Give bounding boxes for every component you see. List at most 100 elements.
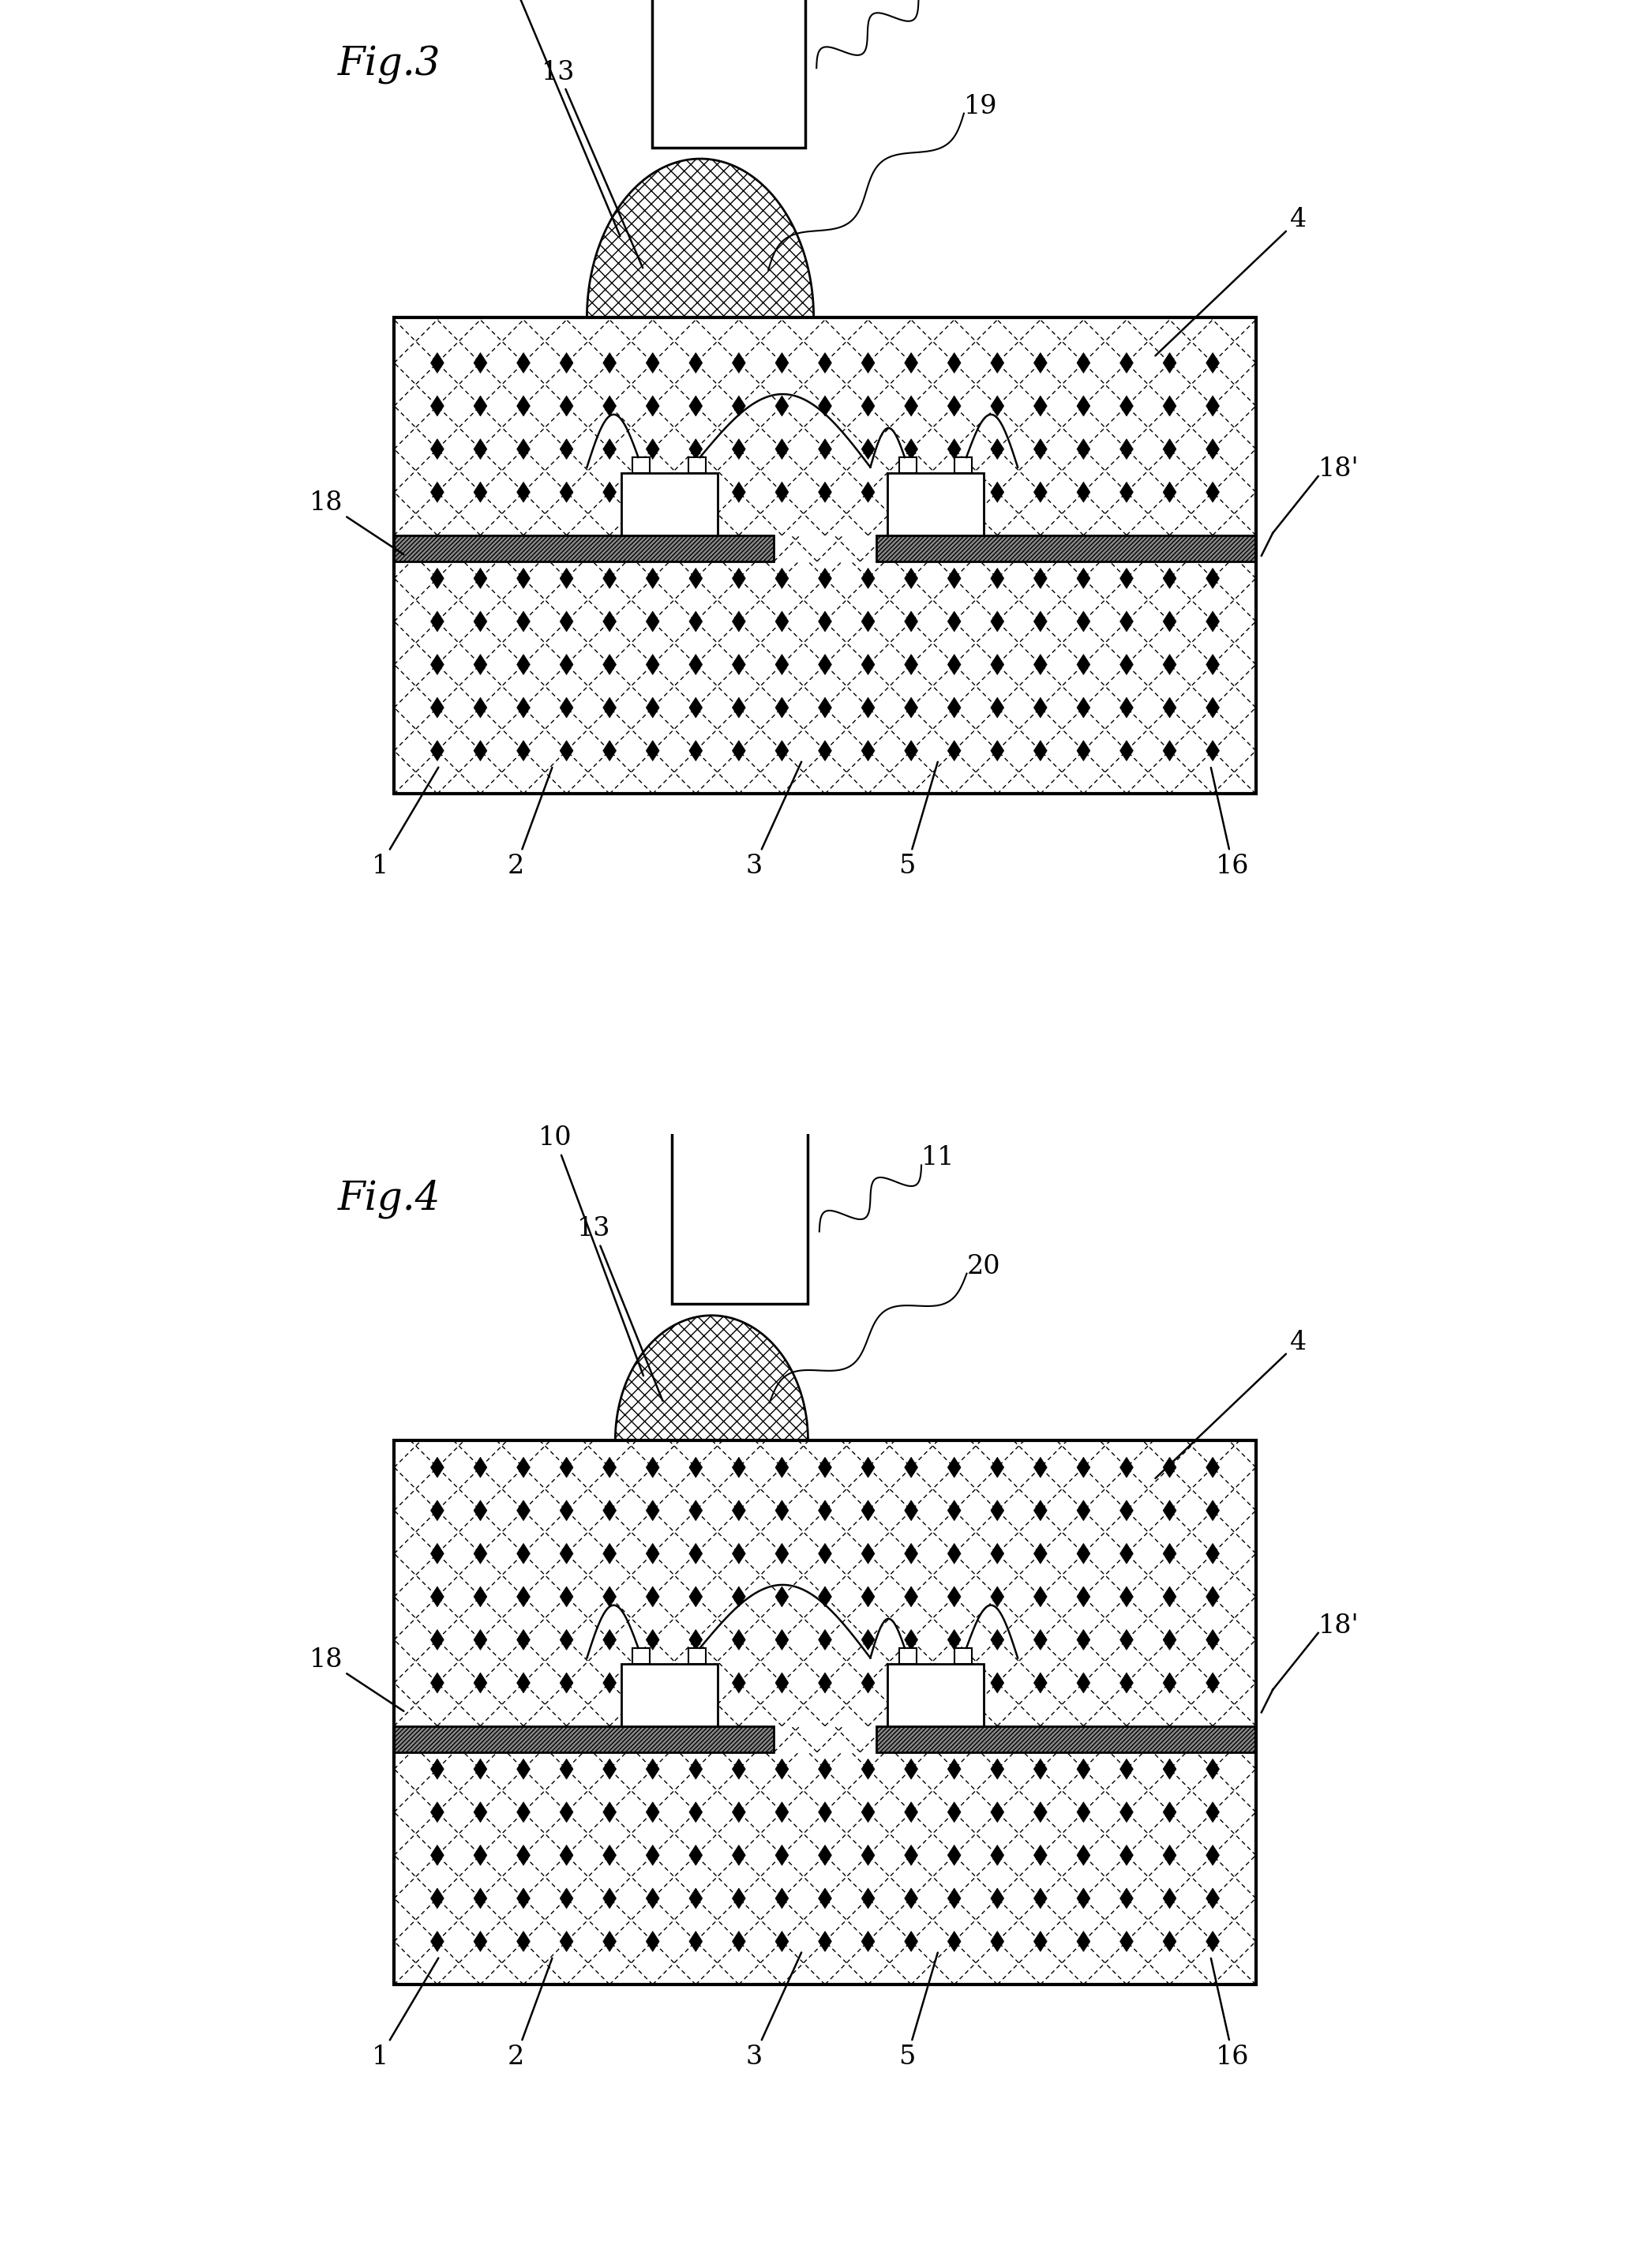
Polygon shape	[904, 1542, 917, 1565]
Polygon shape	[474, 699, 487, 717]
Polygon shape	[431, 699, 444, 717]
Polygon shape	[602, 1588, 615, 1606]
Polygon shape	[690, 699, 703, 717]
Text: 10: 10	[497, 0, 620, 236]
Polygon shape	[1077, 1932, 1091, 1950]
Polygon shape	[647, 699, 660, 717]
Polygon shape	[431, 1628, 444, 1651]
Polygon shape	[776, 1674, 789, 1692]
Polygon shape	[690, 569, 703, 590]
Text: 11: 11	[919, 0, 952, 5]
Bar	[632, 458, 650, 472]
Polygon shape	[559, 440, 573, 458]
Polygon shape	[474, 1542, 487, 1565]
Polygon shape	[647, 739, 660, 762]
Polygon shape	[516, 1458, 530, 1479]
Polygon shape	[1077, 569, 1091, 590]
Bar	[620, 1662, 718, 1726]
Polygon shape	[516, 739, 530, 762]
Polygon shape	[947, 655, 960, 676]
Polygon shape	[947, 699, 960, 717]
Polygon shape	[904, 395, 917, 415]
Polygon shape	[904, 1801, 917, 1823]
Polygon shape	[776, 1628, 789, 1651]
Polygon shape	[516, 1674, 530, 1692]
Polygon shape	[990, 739, 1003, 762]
Polygon shape	[1120, 1458, 1134, 1479]
Polygon shape	[1120, 1501, 1134, 1522]
Circle shape	[746, 1077, 794, 1127]
Polygon shape	[647, 1674, 660, 1692]
Polygon shape	[1206, 1458, 1219, 1479]
Polygon shape	[1035, 440, 1048, 458]
Polygon shape	[516, 352, 530, 372]
Polygon shape	[431, 1932, 444, 1950]
Polygon shape	[647, 1760, 660, 1778]
Polygon shape	[602, 395, 615, 415]
Polygon shape	[818, 352, 832, 372]
Polygon shape	[474, 440, 487, 458]
Polygon shape	[947, 483, 960, 503]
Polygon shape	[690, 1588, 703, 1606]
Polygon shape	[474, 1588, 487, 1606]
Polygon shape	[990, 440, 1003, 458]
Polygon shape	[1120, 352, 1134, 372]
Polygon shape	[990, 1674, 1003, 1692]
Text: 1: 1	[371, 1957, 439, 2068]
Polygon shape	[947, 1542, 960, 1565]
Polygon shape	[474, 1458, 487, 1479]
Polygon shape	[431, 1760, 444, 1778]
Bar	[394, 1440, 1256, 1726]
Polygon shape	[602, 1628, 615, 1651]
Polygon shape	[431, 1674, 444, 1692]
Polygon shape	[1035, 1801, 1048, 1823]
Polygon shape	[602, 1846, 615, 1864]
Polygon shape	[431, 569, 444, 590]
Bar	[899, 458, 916, 472]
Polygon shape	[690, 395, 703, 415]
Polygon shape	[1206, 1501, 1219, 1522]
Polygon shape	[516, 1760, 530, 1778]
Text: 11: 11	[921, 1145, 955, 1170]
Polygon shape	[474, 1887, 487, 1910]
Polygon shape	[602, 1501, 615, 1522]
Polygon shape	[1035, 739, 1048, 762]
Polygon shape	[904, 440, 917, 458]
Polygon shape	[904, 1932, 917, 1950]
Polygon shape	[516, 1501, 530, 1522]
Polygon shape	[602, 1932, 615, 1950]
Polygon shape	[431, 440, 444, 458]
Polygon shape	[1035, 569, 1048, 590]
Polygon shape	[818, 1542, 832, 1565]
Polygon shape	[1077, 352, 1091, 372]
Polygon shape	[1077, 483, 1091, 503]
Polygon shape	[602, 352, 615, 372]
Polygon shape	[1035, 352, 1048, 372]
Polygon shape	[818, 1846, 832, 1864]
Polygon shape	[431, 483, 444, 503]
Polygon shape	[776, 569, 789, 590]
Text: 5: 5	[899, 1953, 937, 2068]
Polygon shape	[1206, 395, 1219, 415]
Polygon shape	[776, 1760, 789, 1778]
Polygon shape	[516, 699, 530, 717]
Polygon shape	[1077, 1501, 1091, 1522]
Polygon shape	[690, 1458, 703, 1479]
Polygon shape	[947, 1887, 960, 1910]
Polygon shape	[990, 1542, 1003, 1565]
Bar	[774, 1726, 876, 1751]
Polygon shape	[602, 1674, 615, 1692]
Polygon shape	[733, 1846, 746, 1864]
Polygon shape	[1035, 610, 1048, 631]
Polygon shape	[690, 1846, 703, 1864]
Polygon shape	[1206, 483, 1219, 503]
Polygon shape	[733, 610, 746, 631]
Bar	[394, 562, 1256, 794]
Polygon shape	[818, 483, 832, 503]
Polygon shape	[1120, 610, 1134, 631]
Polygon shape	[1120, 483, 1134, 503]
Polygon shape	[904, 1458, 917, 1479]
Bar	[394, 318, 1256, 794]
Polygon shape	[1120, 739, 1134, 762]
Polygon shape	[1120, 655, 1134, 676]
